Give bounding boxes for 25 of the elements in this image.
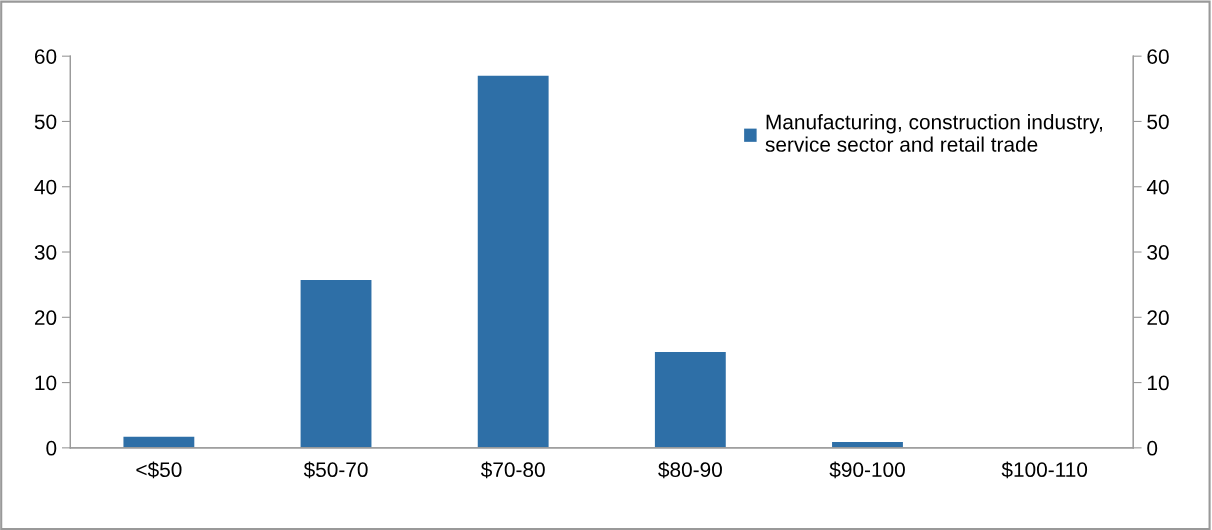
y2-tick-label: 50 [1147, 114, 1169, 130]
y-tick-label: 30 [34, 245, 57, 260]
x-tick-label: $50-70 [303, 461, 368, 479]
y-tick-label: 0 [46, 440, 57, 456]
legend-label: Manufacturing, construction industry, service sector and retail trade [765, 114, 1102, 152]
bar [300, 280, 372, 448]
y2-tick-label: 10 [1148, 375, 1169, 391]
x-tick-label: $90-100 [829, 461, 905, 479]
y-tick-label: 50 [34, 114, 57, 130]
bar [654, 351, 726, 448]
y2-tick-label: 40 [1146, 179, 1169, 195]
x-tick-label: <$50 [136, 461, 182, 479]
y-tick-label: 60 [34, 49, 57, 64]
y-tick-label: 10 [35, 375, 57, 391]
y-tick-label: 40 [34, 179, 57, 195]
x-tick-label: $100-110 [1001, 461, 1088, 479]
y2-tick-label: 20 [1147, 310, 1169, 326]
y-tick-label: 20 [34, 310, 57, 326]
bar [477, 75, 549, 448]
y2-tick-label: 30 [1147, 245, 1169, 260]
x-tick-label: $80-90 [658, 461, 722, 479]
y2-tick-label: 0 [1147, 440, 1158, 456]
x-tick-label: $70-80 [480, 461, 545, 479]
y2-tick-label: 60 [1147, 49, 1169, 64]
bar [123, 436, 195, 448]
